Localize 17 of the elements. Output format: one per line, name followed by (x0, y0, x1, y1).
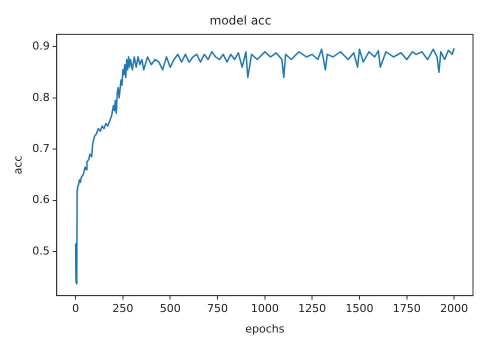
x-tick-label: 2000 (440, 302, 468, 316)
x-tick-label: 1000 (250, 302, 279, 316)
x-axis-title: epochs (245, 322, 285, 336)
x-tick-label: 250 (112, 302, 134, 316)
y-tick-label: 0.8 (32, 90, 50, 104)
x-tick-label: 0 (72, 302, 80, 316)
x-tick-label: 1250 (298, 302, 326, 316)
x-tick-label: 1750 (392, 302, 421, 316)
y-tick-label: 0.7 (32, 142, 50, 155)
y-tick-label: 0.9 (32, 40, 50, 53)
chart-title: model acc (210, 13, 272, 28)
x-tick-label: 1500 (345, 302, 374, 316)
x-tick-label: 500 (160, 302, 181, 316)
y-axis-title: acc (11, 156, 24, 174)
y-tick-label: 0.6 (32, 193, 50, 206)
x-tick-label: 750 (207, 302, 228, 316)
y-tick-label: 0.5 (32, 244, 50, 258)
